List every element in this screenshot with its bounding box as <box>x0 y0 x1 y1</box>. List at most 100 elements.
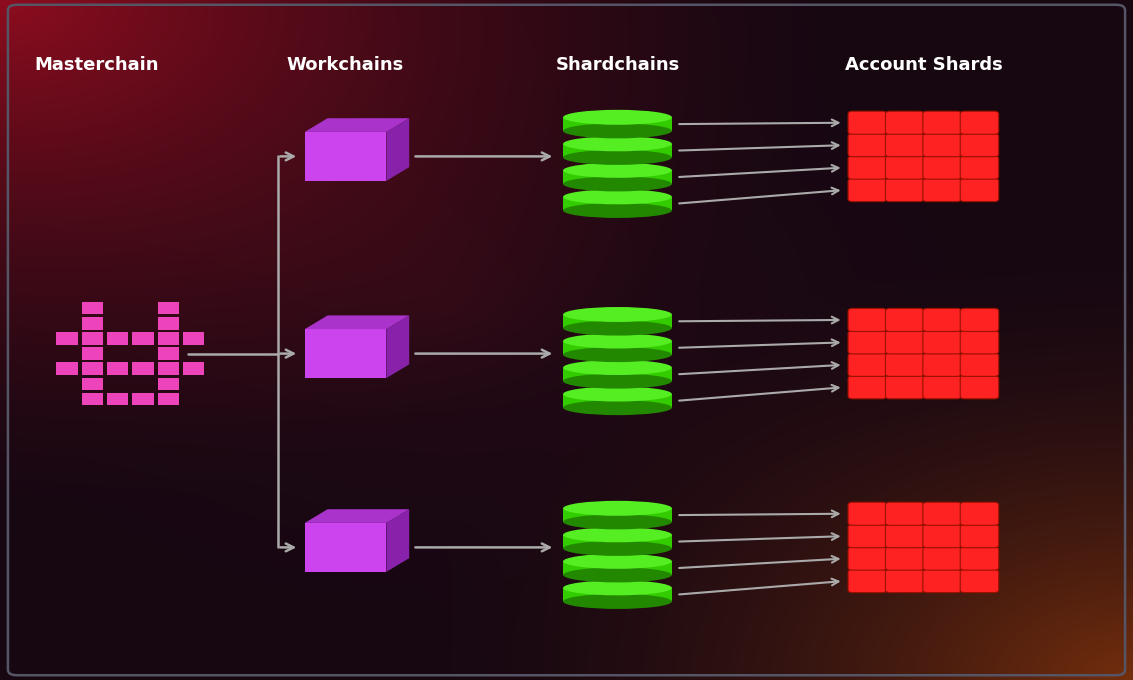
FancyBboxPatch shape <box>960 178 999 201</box>
FancyBboxPatch shape <box>922 156 961 179</box>
FancyBboxPatch shape <box>847 547 886 570</box>
FancyBboxPatch shape <box>847 133 886 156</box>
FancyBboxPatch shape <box>563 197 672 211</box>
FancyBboxPatch shape <box>563 367 672 381</box>
Ellipse shape <box>563 515 672 529</box>
Ellipse shape <box>563 400 672 415</box>
Ellipse shape <box>563 567 672 582</box>
FancyBboxPatch shape <box>107 393 128 405</box>
FancyBboxPatch shape <box>960 375 999 398</box>
FancyBboxPatch shape <box>960 133 999 156</box>
FancyBboxPatch shape <box>960 156 999 179</box>
FancyBboxPatch shape <box>847 502 886 525</box>
FancyBboxPatch shape <box>922 547 961 570</box>
FancyBboxPatch shape <box>886 309 925 332</box>
FancyBboxPatch shape <box>922 111 961 134</box>
FancyBboxPatch shape <box>922 178 961 201</box>
FancyBboxPatch shape <box>157 362 179 375</box>
FancyBboxPatch shape <box>182 332 204 345</box>
FancyBboxPatch shape <box>563 534 672 548</box>
FancyBboxPatch shape <box>305 329 386 378</box>
FancyBboxPatch shape <box>922 133 961 156</box>
FancyBboxPatch shape <box>157 377 179 390</box>
FancyBboxPatch shape <box>886 111 925 134</box>
Ellipse shape <box>563 360 672 375</box>
FancyBboxPatch shape <box>82 377 103 390</box>
FancyBboxPatch shape <box>157 332 179 345</box>
Text: Account Shards: Account Shards <box>844 56 1003 73</box>
FancyBboxPatch shape <box>886 375 925 398</box>
Text: Masterchain: Masterchain <box>34 56 159 73</box>
FancyBboxPatch shape <box>847 570 886 592</box>
FancyBboxPatch shape <box>133 332 154 345</box>
FancyBboxPatch shape <box>157 393 179 405</box>
FancyBboxPatch shape <box>886 525 925 548</box>
Ellipse shape <box>563 500 672 515</box>
FancyBboxPatch shape <box>82 347 103 360</box>
Text: Workchains: Workchains <box>287 56 404 73</box>
FancyBboxPatch shape <box>563 117 672 131</box>
FancyBboxPatch shape <box>886 570 925 592</box>
FancyBboxPatch shape <box>847 375 886 398</box>
Polygon shape <box>305 509 409 523</box>
Ellipse shape <box>563 124 672 139</box>
FancyBboxPatch shape <box>960 354 999 377</box>
FancyBboxPatch shape <box>922 309 961 332</box>
FancyBboxPatch shape <box>886 178 925 201</box>
FancyBboxPatch shape <box>886 547 925 570</box>
Ellipse shape <box>563 189 672 205</box>
FancyBboxPatch shape <box>886 502 925 525</box>
FancyBboxPatch shape <box>960 502 999 525</box>
Ellipse shape <box>563 347 672 362</box>
FancyBboxPatch shape <box>960 547 999 570</box>
Polygon shape <box>386 509 409 572</box>
FancyBboxPatch shape <box>563 341 672 355</box>
Ellipse shape <box>563 541 672 556</box>
FancyBboxPatch shape <box>922 570 961 592</box>
FancyBboxPatch shape <box>107 362 128 375</box>
Ellipse shape <box>563 307 672 322</box>
FancyBboxPatch shape <box>305 132 386 181</box>
Ellipse shape <box>563 594 672 609</box>
Ellipse shape <box>563 528 672 543</box>
FancyBboxPatch shape <box>563 394 672 408</box>
FancyBboxPatch shape <box>847 331 886 354</box>
Polygon shape <box>305 118 409 132</box>
FancyBboxPatch shape <box>847 354 886 377</box>
FancyBboxPatch shape <box>82 332 103 345</box>
FancyBboxPatch shape <box>886 156 925 179</box>
Ellipse shape <box>563 374 672 389</box>
Text: Shardchains: Shardchains <box>555 56 680 73</box>
FancyBboxPatch shape <box>563 314 672 328</box>
FancyBboxPatch shape <box>922 354 961 377</box>
Ellipse shape <box>563 554 672 568</box>
FancyBboxPatch shape <box>563 170 672 184</box>
Ellipse shape <box>563 136 672 152</box>
FancyBboxPatch shape <box>82 317 103 330</box>
Ellipse shape <box>563 150 672 165</box>
Ellipse shape <box>563 203 672 218</box>
FancyBboxPatch shape <box>182 362 204 375</box>
FancyBboxPatch shape <box>157 347 179 360</box>
Ellipse shape <box>563 386 672 401</box>
Ellipse shape <box>563 321 672 336</box>
FancyBboxPatch shape <box>922 375 961 398</box>
FancyBboxPatch shape <box>960 309 999 332</box>
FancyBboxPatch shape <box>563 144 672 158</box>
FancyBboxPatch shape <box>847 309 886 332</box>
Ellipse shape <box>563 109 672 125</box>
FancyBboxPatch shape <box>847 156 886 179</box>
FancyBboxPatch shape <box>107 332 128 345</box>
FancyBboxPatch shape <box>886 354 925 377</box>
FancyBboxPatch shape <box>960 331 999 354</box>
FancyBboxPatch shape <box>82 302 103 314</box>
Polygon shape <box>305 316 409 329</box>
Ellipse shape <box>563 176 672 192</box>
FancyBboxPatch shape <box>133 393 154 405</box>
FancyBboxPatch shape <box>133 362 154 375</box>
FancyBboxPatch shape <box>922 331 961 354</box>
Ellipse shape <box>563 581 672 596</box>
FancyBboxPatch shape <box>57 362 78 375</box>
Polygon shape <box>386 118 409 181</box>
FancyBboxPatch shape <box>960 111 999 134</box>
